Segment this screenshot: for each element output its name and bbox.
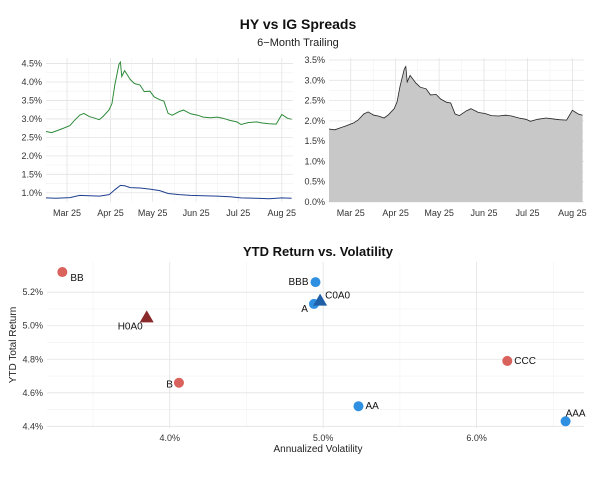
gridlines [46, 58, 293, 202]
y-tick-label: 1.5% [304, 136, 325, 146]
y-tick-label: 2.5% [304, 96, 325, 106]
scatter-point [310, 277, 321, 288]
scatter-title: YTD Return vs. Volatility [243, 244, 394, 259]
x-tick-label: Jul 25 [515, 208, 539, 218]
scatter-point [139, 310, 154, 323]
x-tick-label: Jun 25 [471, 208, 498, 218]
data-label: B [166, 380, 173, 391]
y-axis-label: YTD Total Return [8, 307, 19, 384]
y-tick-label: 1.0% [21, 188, 42, 198]
y-tick-label: 4.4% [22, 421, 43, 431]
x-tick-label: Aug 25 [268, 208, 297, 218]
x-tick-label: Mar 25 [337, 208, 365, 218]
x-tick-label: Apr 25 [382, 208, 409, 218]
x-axis-label: Annualized Volatility [274, 444, 363, 455]
y-tick-label: 0.0% [304, 197, 325, 207]
scatter-point [57, 267, 68, 278]
y-tick-label: 5.2% [22, 287, 43, 297]
x-tick-label: 5.0% [313, 433, 334, 443]
data-label: C0A0 [325, 291, 350, 302]
y-tick-label: 2.0% [21, 151, 42, 161]
hy-ig-line-panel: 1.0% 1.5% 2.0% 2.5% 3.0% 3.5% 4.0% 4.5% Mar 25 Ap… [21, 58, 296, 218]
y-tick-label: 4.0% [21, 77, 42, 87]
y-tick-label: 0.5% [304, 177, 325, 187]
data-label: BBB [288, 277, 308, 288]
series-line [45, 184, 292, 200]
scatter-point [353, 401, 364, 412]
data-label: CCC [514, 356, 536, 367]
y-tick-label: 2.0% [304, 116, 325, 126]
y-tick-label: 1.5% [21, 169, 42, 179]
y-tick-label: 5.0% [22, 321, 43, 331]
data-label: AA [365, 401, 379, 412]
y-tick-label: 4.8% [22, 354, 43, 364]
area-fill [329, 66, 583, 202]
x-tick-label: Jul 25 [226, 208, 250, 218]
return-volatility-scatter-panel: YTD Return vs. Volatility Annualized Vola… [8, 244, 586, 455]
data-label: AAA [566, 408, 586, 419]
data-label: H0A0 [118, 321, 143, 332]
y-tick-label: 3.5% [304, 55, 325, 65]
y-tick-label: 3.0% [21, 114, 42, 124]
x-tick-label: 6.0% [466, 433, 487, 443]
data-label: BB [70, 273, 84, 284]
y-tick-label: 2.5% [21, 132, 42, 142]
gridlines [47, 262, 584, 428]
x-tick-label: Apr 25 [97, 208, 124, 218]
x-tick-label: Jun 25 [183, 208, 210, 218]
y-tick-label: 4.5% [21, 59, 42, 69]
figure-title: HY vs IG Spreads [240, 16, 357, 32]
x-tick-label: May 25 [424, 208, 454, 218]
data-label: A [301, 304, 308, 315]
x-tick-label: 4.0% [159, 433, 180, 443]
y-tick-label: 1.0% [304, 156, 325, 166]
series-line [45, 60, 292, 134]
x-tick-label: Mar 25 [53, 208, 81, 218]
y-tick-label: 4.6% [22, 388, 43, 398]
y-tick-label: 3.0% [304, 75, 325, 85]
scatter-point [173, 377, 184, 388]
scatter-point [502, 355, 513, 366]
y-tick-label: 3.5% [21, 95, 42, 105]
spread-area-panel: 0.0% 0.5% 1.0% 1.5% 2.0% 2.5% 3.0% 3.5% Mar 25 Ap… [304, 55, 586, 218]
x-tick-label: May 25 [138, 208, 168, 218]
x-tick-label: Aug 25 [558, 208, 587, 218]
scatter-point [560, 416, 571, 427]
figure-subtitle: 6−Month Trailing [257, 37, 339, 49]
area-line [328, 65, 583, 131]
scatter-point [313, 293, 328, 306]
